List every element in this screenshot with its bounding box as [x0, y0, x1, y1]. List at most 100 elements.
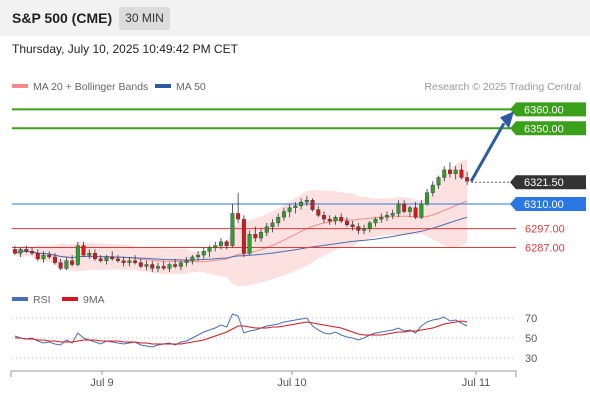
candle: [310, 198, 315, 212]
candle-body: [98, 258, 103, 261]
candle-body: [75, 245, 80, 265]
candle: [218, 238, 223, 250]
candle: [178, 260, 183, 271]
candle: [93, 249, 97, 261]
candle-body: [362, 228, 367, 231]
candle: [30, 247, 35, 256]
candle: [402, 200, 407, 214]
candle: [18, 247, 23, 257]
candle-body: [161, 266, 166, 269]
candle-body: [379, 217, 384, 220]
candle-body: [396, 203, 401, 214]
candle-body: [156, 266, 160, 269]
projection-arrow-shaft: [469, 122, 506, 183]
candle-body: [299, 201, 304, 207]
candle-body: [356, 226, 361, 231]
candle: [247, 230, 252, 256]
interval-badge[interactable]: 30 MIN: [119, 7, 170, 30]
ma9-legend-swatch: [62, 297, 78, 301]
x-tick-label: Jul 10: [277, 377, 306, 389]
candle: [115, 255, 120, 263]
candle: [425, 188, 430, 206]
candle-body: [173, 264, 178, 267]
level-label-6360.00: 6360.00: [510, 102, 586, 117]
candle: [184, 256, 189, 267]
candle: [293, 202, 298, 214]
candle-body: [459, 169, 464, 178]
candle-body: [436, 177, 441, 186]
ma50-legend-label: MA 50: [176, 81, 206, 93]
candle: [356, 222, 361, 235]
candle: [207, 245, 212, 257]
candle-body: [344, 220, 349, 225]
candle: [322, 211, 326, 223]
candle-body: [350, 224, 355, 227]
candle: [304, 196, 309, 206]
candle: [35, 249, 40, 261]
candle: [407, 205, 412, 218]
candle-body: [402, 203, 407, 212]
candle-body: [430, 184, 435, 193]
candle: [87, 249, 92, 259]
candle: [236, 192, 241, 223]
candle: [167, 262, 172, 273]
candle-body: [293, 205, 298, 208]
level-label-text: 6321.50: [524, 177, 564, 189]
candle-body: [419, 203, 424, 218]
candle: [447, 162, 452, 178]
candle-body: [133, 260, 138, 263]
candle-body: [259, 232, 264, 239]
candle: [362, 224, 367, 235]
x-tick-label: Jul 9: [90, 377, 113, 389]
candle: [253, 226, 258, 242]
candle-body: [127, 260, 132, 263]
candle-body: [230, 213, 235, 246]
candle: [350, 221, 355, 231]
candle: [150, 260, 155, 273]
candle: [327, 215, 332, 225]
candle-body: [52, 256, 57, 263]
candle-body: [413, 207, 418, 218]
rsi-line: [14, 313, 468, 348]
candle-body: [30, 251, 35, 254]
candle: [459, 164, 464, 180]
candle: [110, 251, 115, 261]
candle-body: [190, 256, 195, 261]
candle: [453, 166, 458, 180]
candle: [396, 200, 401, 218]
candle-body: [70, 260, 75, 265]
candle-body: [213, 245, 218, 248]
candle-body: [322, 215, 326, 220]
candle-body: [270, 222, 275, 227]
candle: [436, 175, 441, 189]
candle: [442, 166, 447, 182]
candle: [47, 251, 52, 259]
level-label-6321.50: 6321.50: [510, 175, 586, 190]
candle: [379, 213, 384, 223]
timestamp: Thursday, July 10, 2025 10:49:42 PM CET: [12, 42, 239, 56]
candle: [58, 258, 63, 271]
candle: [98, 255, 103, 263]
candle: [413, 202, 418, 220]
level-label-6287.00: 6287.00: [525, 243, 565, 255]
level-label-text: 6350.00: [524, 123, 564, 135]
level-label-box: [510, 121, 586, 136]
candle: [230, 203, 235, 248]
candle: [276, 213, 281, 227]
candle-body: [276, 217, 281, 224]
candle-body: [373, 218, 378, 224]
candle-body: [196, 254, 201, 258]
level-label-box: [510, 175, 586, 190]
candle-body: [207, 247, 212, 252]
candle: [161, 260, 166, 271]
candle: [133, 255, 138, 265]
candle: [121, 256, 126, 267]
candle-body: [453, 169, 458, 174]
candle-body: [465, 177, 470, 182]
candle: [156, 262, 160, 273]
candle: [196, 251, 201, 261]
candle-body: [287, 207, 292, 212]
x-tick-label: Jul 11: [462, 377, 491, 389]
candle: [64, 256, 69, 271]
candle: [81, 241, 86, 257]
